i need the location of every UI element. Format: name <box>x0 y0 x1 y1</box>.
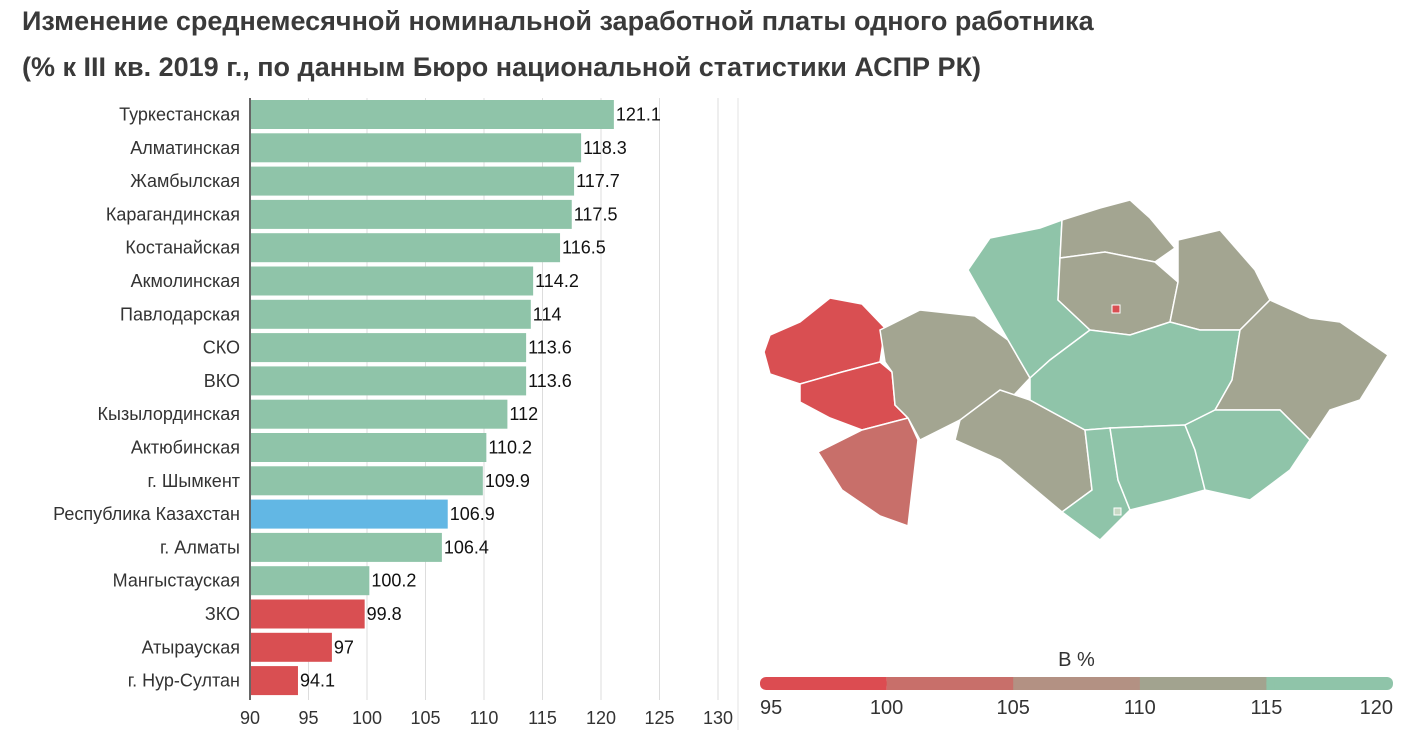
category-label: г. Нур-Султан <box>128 671 240 691</box>
value-label: 114 <box>533 304 562 324</box>
bar[interactable] <box>251 433 487 462</box>
value-label: 99.8 <box>367 604 402 624</box>
category-label: Жамбылская <box>130 171 240 191</box>
category-label: Костанайская <box>125 238 240 258</box>
legend-tick-label: 110 <box>1124 697 1156 719</box>
chart-title: Изменение среднемесячной номинальной зар… <box>22 6 1094 36</box>
value-label: 117.5 <box>574 204 618 224</box>
legend-swatch <box>1266 677 1393 690</box>
value-label: 112 <box>509 404 538 424</box>
x-tick-label: 130 <box>703 708 733 728</box>
bar[interactable] <box>251 233 561 263</box>
value-label: 97 <box>334 637 354 657</box>
map-city-shymkent[interactable] <box>1113 507 1122 516</box>
category-label: Карагандинская <box>106 204 240 224</box>
x-tick-label: 120 <box>586 708 616 728</box>
value-label: 113.6 <box>528 338 572 358</box>
bar[interactable] <box>251 466 483 496</box>
value-label: 106.9 <box>450 504 495 524</box>
legend-swatch <box>760 677 888 690</box>
value-label: 113.6 <box>528 371 572 391</box>
x-tick-label: 110 <box>470 708 499 728</box>
value-label: 110.2 <box>488 438 532 458</box>
value-label: 109.9 <box>485 471 530 491</box>
bar[interactable] <box>251 632 332 662</box>
category-label: Республика Казахстан <box>53 504 240 524</box>
legend-swatch <box>1139 677 1267 690</box>
category-label: Алматинская <box>130 138 240 158</box>
legend-tick-label: 115 <box>1250 697 1282 719</box>
bar[interactable] <box>251 266 534 296</box>
legend-title: В % <box>1058 649 1095 671</box>
legend-swatch <box>1013 677 1141 690</box>
value-label: 106.4 <box>444 537 489 557</box>
category-label: ВКО <box>204 371 240 391</box>
value-label: 94.1 <box>300 671 335 691</box>
category-label: Павлодарская <box>120 304 240 324</box>
category-label: Туркестанская <box>119 105 240 125</box>
bar[interactable] <box>251 499 448 529</box>
value-label: 114.2 <box>535 271 579 291</box>
value-label: 121.1 <box>616 105 661 125</box>
category-label: Кызылординская <box>98 404 240 424</box>
legend-swatch <box>886 677 1014 690</box>
value-label: 116.5 <box>562 238 606 258</box>
category-label: Актюбинская <box>131 438 240 458</box>
chart-subtitle: (% к III кв. 2019 г., по данным Бюро нац… <box>22 52 982 82</box>
legend-tick-label: 120 <box>1360 697 1393 719</box>
bar[interactable] <box>251 333 527 363</box>
category-label: Атырауская <box>142 637 240 657</box>
bar[interactable] <box>251 599 365 629</box>
map-region-almaty[interactable] <box>1184 409 1311 501</box>
x-tick-label: 115 <box>528 708 557 728</box>
x-tick-label: 95 <box>298 708 318 728</box>
x-tick-label: 125 <box>644 708 674 728</box>
bar[interactable] <box>251 399 508 429</box>
category-label: СКО <box>203 338 240 358</box>
x-tick-label: 105 <box>410 708 440 728</box>
bar[interactable] <box>251 566 370 596</box>
value-label: 100.2 <box>371 571 416 591</box>
bar[interactable] <box>251 100 614 129</box>
legend-swatch-fill <box>878 677 887 690</box>
x-tick-label: 100 <box>352 708 382 728</box>
category-label: Акмолинская <box>131 271 240 291</box>
bar[interactable] <box>251 199 572 229</box>
bar[interactable] <box>251 133 582 163</box>
bar[interactable] <box>251 366 527 396</box>
category-label: г. Шымкент <box>148 471 240 491</box>
map-city-nur-sultan[interactable] <box>1111 304 1121 314</box>
map-region-sko[interactable] <box>1059 199 1177 263</box>
bar[interactable] <box>251 532 442 562</box>
legend-tick-label: 105 <box>997 697 1030 719</box>
bar[interactable] <box>251 666 298 696</box>
bar[interactable] <box>251 166 575 196</box>
value-label: 118.3 <box>583 138 627 158</box>
bar[interactable] <box>251 299 531 329</box>
kazakhstan-map <box>763 199 1390 541</box>
category-label: г. Алматы <box>160 537 240 557</box>
category-label: Мангыстауская <box>113 571 240 591</box>
map-region-mangystau[interactable] <box>816 417 919 528</box>
legend-swatch-fill <box>1266 677 1275 690</box>
x-tick-label: 90 <box>240 708 260 728</box>
legend-tick-label: 95 <box>760 697 782 719</box>
value-label: 117.7 <box>576 171 620 191</box>
category-label: ЗКО <box>205 604 240 624</box>
map-region-vko[interactable] <box>1213 299 1390 442</box>
legend-tick-label: 100 <box>870 697 903 719</box>
